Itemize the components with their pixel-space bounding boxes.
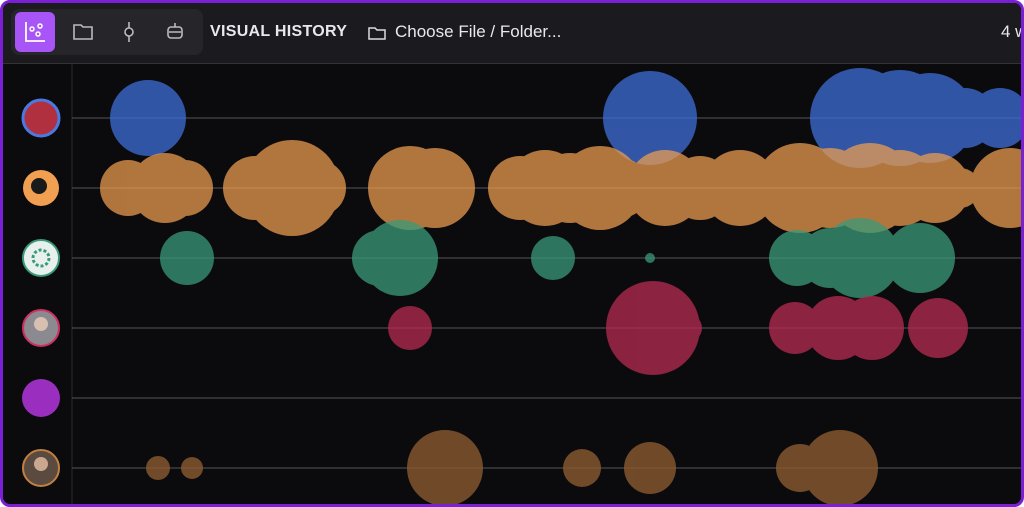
bubble — [290, 160, 346, 216]
icon-part — [25, 22, 45, 42]
bubble — [668, 106, 692, 130]
bubble — [908, 298, 968, 358]
bubble — [362, 220, 438, 296]
icon-part — [29, 26, 35, 32]
bubble — [31, 248, 51, 268]
bubble — [606, 281, 700, 375]
icon-part — [73, 24, 93, 40]
bubble — [769, 302, 821, 354]
folder-icon — [368, 27, 386, 40]
bubble — [645, 253, 655, 263]
group — [21, 98, 61, 487]
bubble — [22, 239, 60, 277]
bubble — [160, 231, 214, 285]
bubble — [146, 456, 170, 480]
icon-part — [124, 27, 134, 37]
icon-part — [37, 23, 43, 29]
bubble — [157, 160, 213, 216]
group — [388, 281, 968, 375]
bubble — [802, 430, 878, 504]
bubble — [407, 430, 483, 504]
bubble — [965, 98, 1005, 138]
bubble — [840, 296, 904, 360]
bubble — [110, 80, 186, 156]
bot-tool[interactable] — [155, 12, 195, 52]
toolbar: VISUAL HISTORY Choose File / Folder... 4… — [3, 3, 1021, 64]
folder-tool[interactable] — [63, 12, 103, 52]
bubble — [702, 150, 778, 226]
bubble — [34, 457, 48, 471]
bubble — [31, 178, 47, 194]
bubble — [923, 253, 933, 263]
bubble — [850, 253, 860, 263]
bubble — [181, 457, 203, 479]
visual-history-chart — [21, 64, 1021, 504]
bubble — [885, 223, 955, 293]
bubble — [970, 148, 1021, 228]
group — [146, 430, 878, 504]
open-button[interactable]: Choose File / Folder... — [395, 22, 562, 41]
app-title: VISUAL HISTORY — [210, 23, 348, 40]
bubble — [388, 306, 432, 350]
bubble — [563, 449, 601, 487]
chart-tool[interactable] — [15, 12, 55, 52]
status-text: 4 w — [1001, 22, 1021, 41]
bubble — [34, 317, 48, 331]
bubble — [940, 168, 980, 208]
bubble — [22, 379, 60, 417]
group — [160, 218, 955, 298]
bubble — [21, 98, 61, 138]
bubble — [395, 148, 475, 228]
icon-part — [368, 27, 386, 40]
icon-part — [35, 31, 41, 37]
bubble — [531, 236, 575, 280]
group — [100, 140, 1021, 236]
bubble — [632, 100, 668, 136]
bubble — [624, 442, 676, 494]
bubble — [674, 314, 702, 342]
commit-tool[interactable] — [109, 12, 149, 52]
group — [110, 68, 1021, 168]
